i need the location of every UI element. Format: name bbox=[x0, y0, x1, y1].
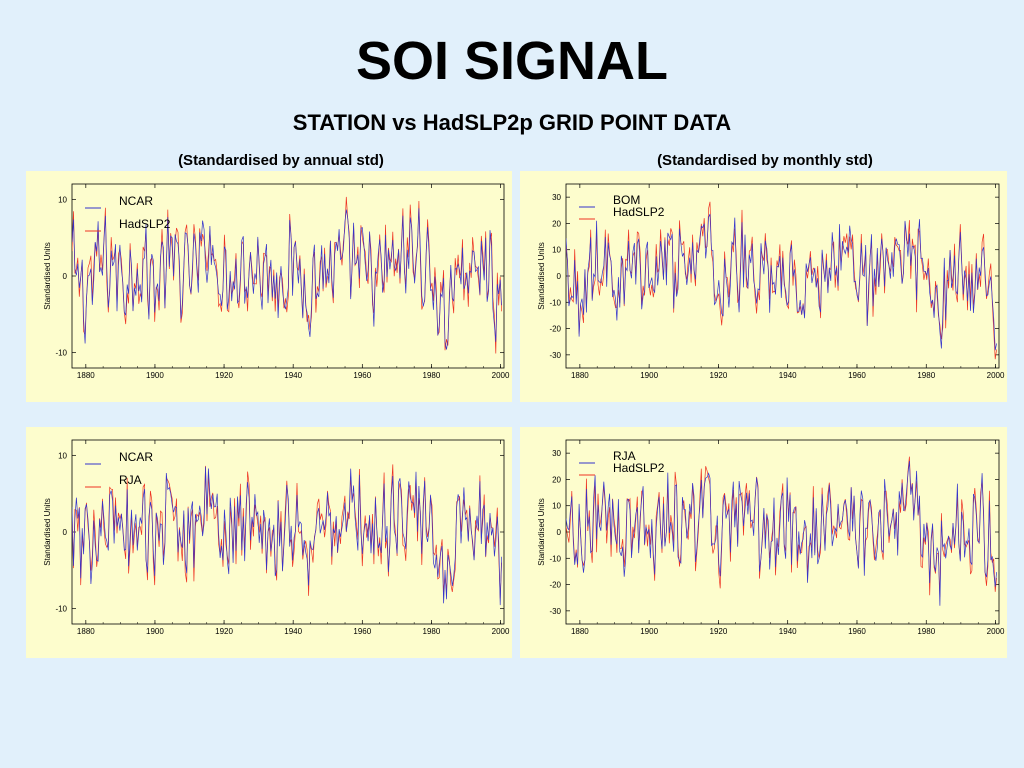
x-tick-label: 1920 bbox=[215, 371, 233, 380]
y-tick-label: 0 bbox=[557, 528, 562, 537]
chart-svg-3: 1880 1900 1920 1940 1960 1980 2000 -10 0 10 Standa… bbox=[43, 439, 510, 636]
x-tick-label: 1960 bbox=[353, 371, 371, 380]
slide-title: SOI SIGNAL bbox=[355, 31, 669, 91]
x-tick-label: 1980 bbox=[917, 627, 935, 636]
x-tick-label: 1880 bbox=[571, 627, 589, 636]
y-tick-label: -10 bbox=[55, 349, 67, 358]
chart-panel-ncar-rja: 1880 1900 1920 1940 1960 1980 2000 -10 0 10 Standa… bbox=[26, 427, 512, 658]
x-tick-label: 1920 bbox=[710, 371, 728, 380]
y-tick-label: 20 bbox=[552, 219, 561, 228]
x-tick-label: 1940 bbox=[284, 371, 302, 380]
x-tick-label: 1940 bbox=[779, 371, 797, 380]
y-tick-label: -30 bbox=[549, 351, 561, 360]
y-tick-label: 10 bbox=[58, 195, 67, 204]
x-tick-label: 1940 bbox=[779, 627, 797, 636]
y-tick-label: 0 bbox=[63, 272, 68, 281]
x-tick-label: 1880 bbox=[77, 627, 95, 636]
x-tick-label: 1960 bbox=[848, 627, 866, 636]
column-heading-right: (Standardised by monthly std) bbox=[657, 152, 873, 169]
legend-label: RJA bbox=[119, 473, 142, 487]
x-tick-label: 1920 bbox=[710, 627, 728, 636]
chart-svg-2: 1880 1900 1920 1940 1960 1980 2000 -30 -20 -10 0 10… bbox=[537, 183, 1005, 380]
chart-svg-4: 1880 1900 1920 1940 1960 1980 2000 -30 -20 -10 0 10… bbox=[537, 439, 1005, 636]
series-line-bom bbox=[566, 213, 997, 351]
x-tick-label: 1940 bbox=[284, 627, 302, 636]
y-axis-label: Standardised Units bbox=[43, 498, 52, 566]
chart-panel-rja-hadslp2: 1880 1900 1920 1940 1960 1980 2000 -30 -20 -10 0 10… bbox=[520, 427, 1007, 658]
y-tick-label: 10 bbox=[552, 246, 561, 255]
x-tick-label: 1980 bbox=[423, 371, 441, 380]
legend-label: HadSLP2 bbox=[119, 217, 171, 231]
x-tick-label: 2000 bbox=[987, 371, 1005, 380]
y-tick-label: -10 bbox=[55, 605, 67, 614]
y-axis-label: Standardised Units bbox=[537, 498, 546, 566]
x-tick-label: 2000 bbox=[492, 371, 510, 380]
chart-panel-bom-hadslp2: 1880 1900 1920 1940 1960 1980 2000 -30 -20 -10 0 10… bbox=[520, 171, 1007, 402]
series-line-rja bbox=[566, 460, 997, 606]
x-tick-label: 1980 bbox=[917, 371, 935, 380]
chart-panel-ncar-hadslp2: 1880 1900 1920 1940 1960 1980 2000 -10 0 10 Standa… bbox=[26, 171, 512, 402]
x-tick-label: 1980 bbox=[423, 627, 441, 636]
x-tick-label: 1880 bbox=[571, 371, 589, 380]
x-tick-label: 1920 bbox=[215, 627, 233, 636]
y-tick-label: 30 bbox=[552, 449, 561, 458]
y-tick-label: 0 bbox=[63, 528, 68, 537]
legend-label: RJA bbox=[613, 449, 636, 463]
y-tick-label: 10 bbox=[58, 451, 67, 460]
x-tick-label: 1960 bbox=[353, 627, 371, 636]
y-tick-label: -10 bbox=[549, 298, 561, 307]
x-tick-label: 2000 bbox=[492, 627, 510, 636]
legend-label: HadSLP2 bbox=[613, 205, 665, 219]
x-tick-label: 1880 bbox=[77, 371, 95, 380]
y-tick-label: 10 bbox=[552, 502, 561, 511]
x-tick-label: 1900 bbox=[146, 627, 164, 636]
legend-label: NCAR bbox=[119, 450, 153, 464]
legend-label: HadSLP2 bbox=[613, 461, 665, 475]
x-tick-label: 1900 bbox=[640, 627, 658, 636]
x-tick-label: 1900 bbox=[146, 371, 164, 380]
y-tick-label: -20 bbox=[549, 581, 561, 590]
legend-label: NCAR bbox=[119, 194, 153, 208]
series-line-hadslp2 bbox=[566, 201, 997, 360]
series-line-ncar bbox=[72, 208, 502, 350]
y-tick-label: 20 bbox=[552, 475, 561, 484]
x-tick-label: 1900 bbox=[640, 371, 658, 380]
slide-subtitle: STATION vs HadSLP2p GRID POINT DATA bbox=[292, 110, 732, 135]
column-heading-left: (Standardised by annual std) bbox=[178, 152, 384, 169]
y-tick-label: -30 bbox=[549, 607, 561, 616]
x-tick-label: 2000 bbox=[987, 627, 1005, 636]
chart-svg-1: 1880 1900 1920 1940 1960 1980 2000 -10 0 10 Standa… bbox=[43, 183, 510, 380]
x-tick-label: 1960 bbox=[848, 371, 866, 380]
y-tick-label: 0 bbox=[557, 272, 562, 281]
y-axis-label: Standardised Units bbox=[43, 242, 52, 310]
legend-label: BOM bbox=[613, 193, 640, 207]
y-tick-label: -20 bbox=[549, 325, 561, 334]
y-axis-label: Standardised Units bbox=[537, 242, 546, 310]
y-tick-label: 30 bbox=[552, 193, 561, 202]
y-tick-label: -10 bbox=[549, 554, 561, 563]
series-line-ncar bbox=[72, 466, 502, 606]
